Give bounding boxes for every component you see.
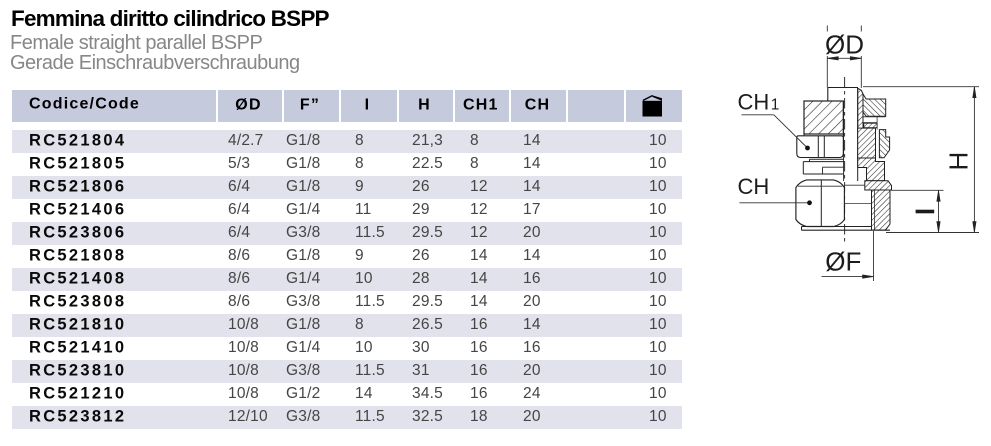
svg-text:H: H: [944, 152, 974, 171]
svg-text:CH: CH: [738, 174, 770, 199]
svg-text:1: 1: [771, 97, 780, 114]
svg-text:ØD: ØD: [825, 30, 864, 60]
svg-text:CH: CH: [738, 90, 770, 115]
svg-text:ØF: ØF: [825, 247, 861, 277]
